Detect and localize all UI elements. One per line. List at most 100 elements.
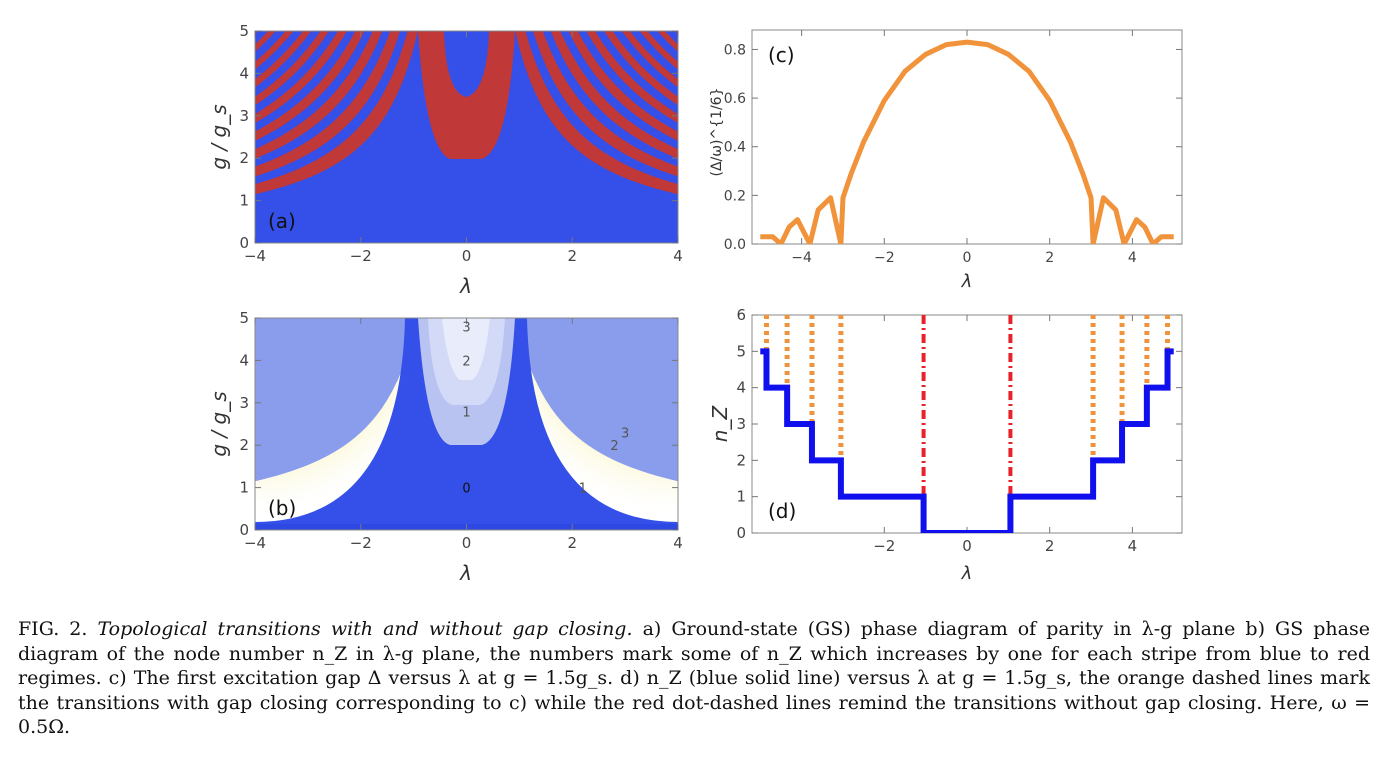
- panel-a-plot-area: [255, 31, 678, 243]
- panel-d-xtick-label: 0: [962, 537, 972, 555]
- panel-b-plot-area: [255, 318, 678, 530]
- parity-red-stripe: [255, 31, 418, 195]
- contour-label: 0: [462, 482, 470, 497]
- parity-red-stripe: [533, 31, 678, 177]
- panel-d-ytick-label: 5: [736, 342, 746, 360]
- panel-d-ytick-label: 0: [736, 524, 746, 542]
- panel-d-ytick-label: 1: [736, 488, 746, 506]
- panel-d-xtick-label: −2: [873, 537, 895, 555]
- panel-c-ytick-label: 0.0: [724, 237, 746, 253]
- nz-band: [514, 318, 678, 482]
- panel-b-ylabel: g / g_s: [207, 391, 231, 456]
- parity-red-stripe: [515, 31, 678, 195]
- panel-a-xtick-label: 4: [673, 247, 683, 265]
- parity-red-center-stripe: [418, 31, 515, 159]
- parity-red-stripe: [255, 31, 312, 88]
- panel-d-ytick-label: 2: [736, 451, 746, 469]
- panel-c-ytick-label: 0.6: [724, 91, 746, 107]
- panel-a-ytick-label: 2: [239, 149, 249, 167]
- panel-a-ticks: −4 −2 0 2 4 0 1 2 3 4 5: [239, 22, 682, 265]
- caption-title: Topological transitions with and without…: [97, 618, 633, 640]
- contour-label: 2: [462, 354, 470, 369]
- panel-b-ytick-label: 4: [239, 351, 249, 369]
- contour-label: 3: [462, 320, 470, 335]
- panel-d-label: (d): [768, 499, 796, 523]
- parity-red-stripe: [586, 31, 678, 124]
- parity-red-stripes: [255, 31, 678, 195]
- panel-c: −4 −2 0 2 4 0.0 0.2 0.4 0.6 0.8 (c) λ (Δ/ω)^{1/6}: [709, 29, 1183, 292]
- panel-c-xtick-label: −4: [791, 250, 812, 266]
- panel-a-ylabel: g / g_s: [207, 104, 231, 169]
- transition-lines: [763, 315, 1171, 533]
- panel-b-xlabel: λ: [459, 561, 472, 585]
- parity-red-stripe: [255, 31, 330, 106]
- nz-step-line: [760, 348, 1174, 533]
- panel-c-ticks: −4 −2 0 2 4 0.0 0.2 0.4 0.6 0.8: [724, 30, 1182, 266]
- panel-c-ytick-label: 0.8: [724, 42, 746, 58]
- parity-red-stripe: [255, 31, 276, 52]
- caption-fig-number: FIG. 2.: [18, 618, 88, 640]
- contour-label: 1: [579, 482, 587, 497]
- panel-a-xtick-label: −4: [244, 247, 266, 265]
- panel-c-xtick-label: −2: [874, 250, 895, 266]
- nz-center-band-3: [442, 318, 490, 380]
- parity-red-stripe: [657, 31, 678, 52]
- panel-b-xtick-label: 0: [462, 534, 472, 552]
- panel-c-frame: [751, 29, 1183, 245]
- panel-c-label: (c): [768, 43, 795, 67]
- panel-a-xtick-label: 2: [567, 247, 577, 265]
- panel-d-frame: [751, 314, 1183, 534]
- parity-red-stripe: [603, 31, 678, 106]
- parity-red-stripe: [621, 31, 678, 88]
- panel-a: −4 −2 0 2 4 0 1 2 3 4 5 (a) λ g / g_s: [207, 22, 683, 298]
- panel-a-label: (a): [268, 209, 296, 233]
- panel-b-ytick-label: 5: [239, 309, 249, 327]
- parity-red-stripe: [255, 31, 258, 34]
- nz-band: [255, 318, 419, 482]
- parity-red-stripe: [255, 31, 383, 159]
- panel-a-xtick-label: 0: [462, 247, 472, 265]
- parity-red-stripe: [255, 31, 365, 141]
- contour-label: 2: [610, 439, 618, 454]
- panel-a-xtick-label: −2: [350, 247, 372, 265]
- panel-d-xtick-label: 2: [1045, 537, 1055, 555]
- figure-caption: FIG. 2. Topological transitions with and…: [18, 617, 1370, 740]
- panel-c-xtick-label: 4: [1128, 250, 1137, 266]
- panel-b-xtick-label: −2: [350, 534, 372, 552]
- panel-c-ytick-label: 0.4: [724, 140, 746, 156]
- panel-d-xlabel: λ: [961, 563, 973, 584]
- panel-a-ytick-label: 0: [239, 234, 249, 252]
- panel-d-ytick-label: 6: [736, 306, 746, 324]
- panel-a-ytick-label: 5: [239, 22, 249, 40]
- parity-red-stripe: [568, 31, 678, 141]
- panel-a-ytick-label: 3: [239, 107, 249, 125]
- panel-c-ytick-label: 0.2: [724, 188, 746, 204]
- parity-red-stripe: [255, 31, 294, 70]
- panel-c-xlabel: λ: [961, 271, 973, 292]
- panel-b-xtick-label: 2: [567, 534, 577, 552]
- panel-d: −2 0 2 4 0 1 2 3 4 5 6 (d) λ n_Z: [708, 306, 1183, 584]
- panel-b-xtick-label: 4: [673, 534, 683, 552]
- parity-red-stripe: [255, 31, 347, 124]
- panel-b-ytick-label: 3: [239, 394, 249, 412]
- panel-d-ticks: −2 0 2 4 0 1 2 3 4 5 6: [736, 306, 1182, 555]
- parity-red-stripe: [550, 31, 678, 159]
- gap-curve: [760, 39, 1174, 244]
- panel-c-xtick-label: 2: [1045, 250, 1054, 266]
- panel-d-ytick-label: 3: [736, 415, 746, 433]
- panel-a-ytick-label: 1: [239, 192, 249, 210]
- panel-a-ytick-label: 4: [239, 64, 249, 82]
- panel-d-ylabel: n_Z: [708, 405, 732, 443]
- contour-label: 3: [621, 426, 629, 441]
- panel-b-xtick-label: −4: [244, 534, 266, 552]
- nz-contour-bands: [255, 318, 678, 482]
- panel-c-xtick-label: 0: [963, 250, 972, 266]
- parity-red-stripe: [255, 31, 400, 177]
- panel-c-ylabel: (Δ/ω)^{1/6}: [709, 87, 725, 176]
- panel-d-xtick-label: 4: [1128, 537, 1138, 555]
- panel-a-xlabel: λ: [459, 274, 472, 298]
